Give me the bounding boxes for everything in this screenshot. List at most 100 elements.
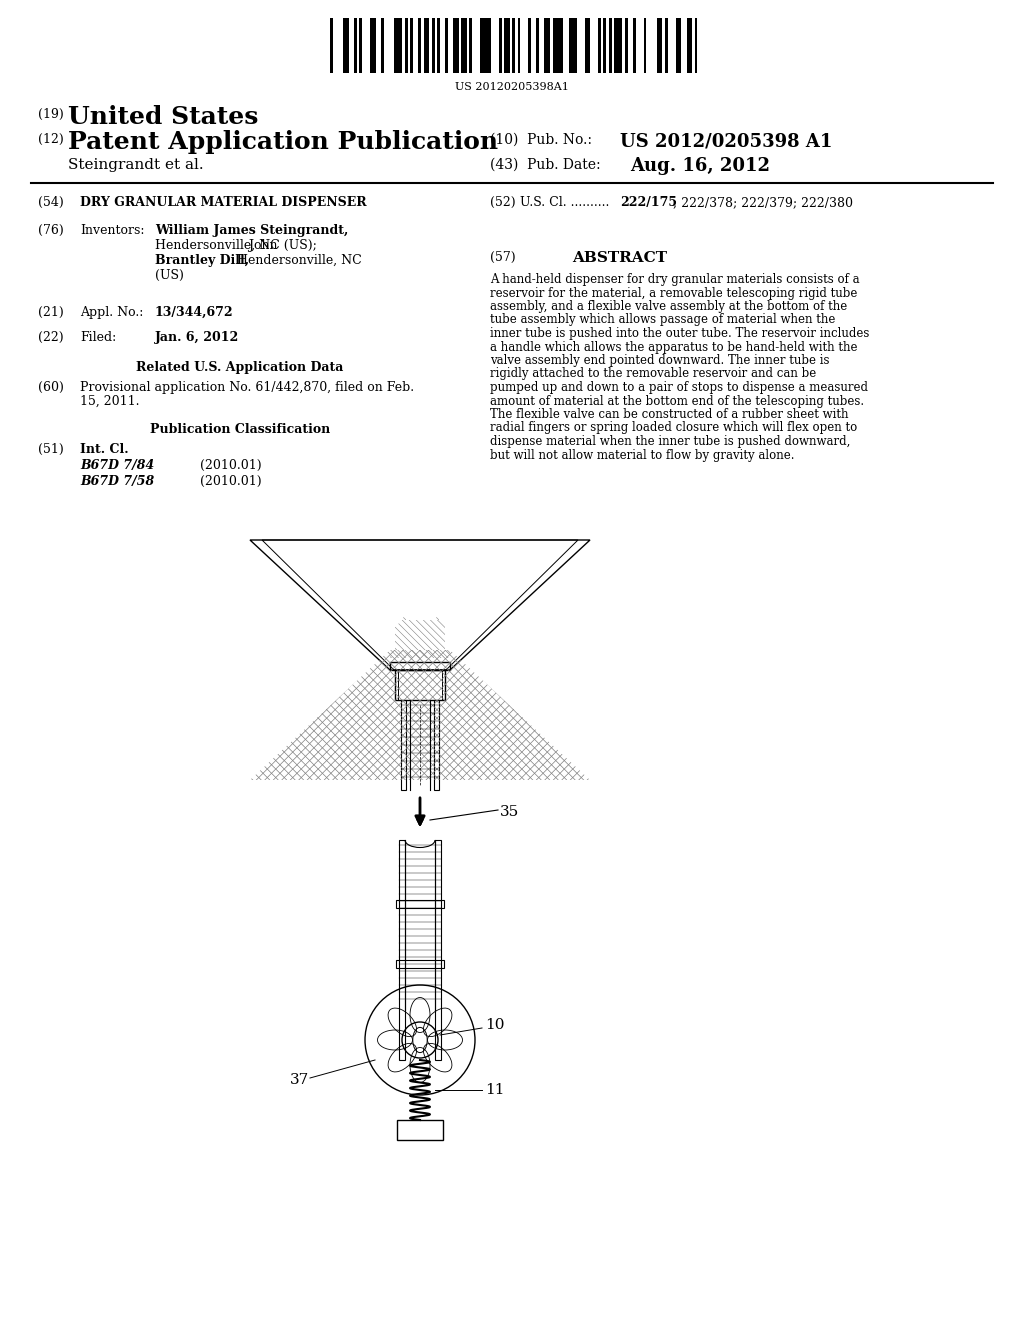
- Text: (19): (19): [38, 108, 63, 121]
- Text: DRY GRANULAR MATERIAL DISPENSER: DRY GRANULAR MATERIAL DISPENSER: [80, 195, 367, 209]
- Text: 15, 2011.: 15, 2011.: [80, 395, 139, 408]
- Bar: [553, 18, 563, 73]
- Bar: [614, 18, 623, 73]
- Text: (12): (12): [38, 133, 63, 147]
- Text: William James Steingrandt,: William James Steingrandt,: [155, 224, 348, 238]
- Text: (54): (54): [38, 195, 63, 209]
- Bar: [406, 18, 408, 73]
- Text: (22): (22): [38, 331, 63, 345]
- Bar: [633, 18, 636, 73]
- Bar: [411, 18, 413, 73]
- Text: United States: United States: [68, 106, 258, 129]
- Text: but will not allow material to flow by gravity alone.: but will not allow material to flow by g…: [490, 449, 795, 462]
- Text: 11: 11: [485, 1082, 505, 1097]
- Bar: [371, 18, 376, 73]
- Bar: [432, 18, 434, 73]
- Text: (57): (57): [490, 251, 516, 264]
- Bar: [694, 18, 697, 73]
- Text: The flexible valve can be constructed of a rubber sheet with: The flexible valve can be constructed of…: [490, 408, 849, 421]
- Bar: [518, 18, 520, 73]
- Bar: [676, 18, 681, 73]
- Bar: [435, 840, 441, 1060]
- Text: valve assembly end pointed downward. The inner tube is: valve assembly end pointed downward. The…: [490, 354, 829, 367]
- Bar: [394, 18, 402, 73]
- Bar: [396, 900, 444, 908]
- Text: Steingrandt et al.: Steingrandt et al.: [68, 158, 204, 172]
- Text: Publication Classification: Publication Classification: [150, 422, 330, 436]
- Text: (10)  Pub. No.:: (10) Pub. No.:: [490, 133, 592, 147]
- Bar: [396, 960, 444, 968]
- Bar: [666, 18, 668, 73]
- Text: (2010.01): (2010.01): [200, 459, 261, 473]
- Bar: [397, 1119, 443, 1140]
- Bar: [469, 18, 472, 73]
- Text: John: John: [245, 239, 278, 252]
- Bar: [480, 18, 490, 73]
- Bar: [354, 18, 356, 73]
- Text: (2010.01): (2010.01): [200, 475, 261, 488]
- Text: (43)  Pub. Date:: (43) Pub. Date:: [490, 158, 601, 172]
- Bar: [401, 700, 406, 789]
- Text: Int. Cl.: Int. Cl.: [80, 444, 129, 455]
- Text: (51): (51): [38, 444, 63, 455]
- Text: ABSTRACT: ABSTRACT: [572, 251, 668, 265]
- Bar: [462, 18, 467, 73]
- Text: 37: 37: [290, 1073, 309, 1086]
- Text: (52): (52): [490, 195, 516, 209]
- Text: pumped up and down to a pair of stops to dispense a measured: pumped up and down to a pair of stops to…: [490, 381, 868, 393]
- Bar: [603, 18, 606, 73]
- Bar: [437, 18, 440, 73]
- Text: Related U.S. Application Data: Related U.S. Application Data: [136, 360, 344, 374]
- Bar: [512, 18, 515, 73]
- Text: amount of material at the bottom end of the telescoping tubes.: amount of material at the bottom end of …: [490, 395, 864, 408]
- Text: a handle which allows the apparatus to be hand-held with the: a handle which allows the apparatus to b…: [490, 341, 857, 354]
- Bar: [687, 18, 692, 73]
- Bar: [445, 18, 447, 73]
- Bar: [585, 18, 590, 73]
- Text: 35: 35: [500, 805, 519, 818]
- Text: Appl. No.:: Appl. No.:: [80, 306, 143, 319]
- Bar: [424, 18, 429, 73]
- Bar: [625, 18, 628, 73]
- Bar: [657, 18, 663, 73]
- Bar: [343, 18, 349, 73]
- Text: Provisional application No. 61/442,870, filed on Feb.: Provisional application No. 61/442,870, …: [80, 381, 414, 393]
- Text: U.S. Cl. ..........: U.S. Cl. ..........: [520, 195, 609, 209]
- Text: (76): (76): [38, 224, 63, 238]
- Text: Inventors:: Inventors:: [80, 224, 144, 238]
- Bar: [609, 18, 611, 73]
- Bar: [537, 18, 539, 73]
- Text: B67D 7/58: B67D 7/58: [80, 475, 155, 488]
- Bar: [454, 18, 459, 73]
- Bar: [359, 18, 362, 73]
- Bar: [381, 18, 384, 73]
- Text: 13/344,672: 13/344,672: [155, 306, 233, 319]
- Bar: [398, 671, 442, 700]
- Text: Patent Application Publication: Patent Application Publication: [68, 129, 498, 154]
- Bar: [568, 18, 577, 73]
- Bar: [528, 18, 531, 73]
- Text: inner tube is pushed into the outer tube. The reservoir includes: inner tube is pushed into the outer tube…: [490, 327, 869, 341]
- Bar: [545, 18, 550, 73]
- Text: dispense material when the inner tube is pushed downward,: dispense material when the inner tube is…: [490, 436, 850, 447]
- Text: Aug. 16, 2012: Aug. 16, 2012: [630, 157, 770, 176]
- Text: tube assembly which allows passage of material when the: tube assembly which allows passage of ma…: [490, 314, 836, 326]
- Bar: [598, 18, 601, 73]
- Text: A hand-held dispenser for dry granular materials consists of a: A hand-held dispenser for dry granular m…: [490, 273, 859, 286]
- Text: B67D 7/84: B67D 7/84: [80, 459, 155, 473]
- Text: US 2012/0205398 A1: US 2012/0205398 A1: [620, 133, 833, 150]
- Text: ; 222/378; 222/379; 222/380: ; 222/378; 222/379; 222/380: [673, 195, 853, 209]
- Text: (21): (21): [38, 306, 63, 319]
- Bar: [499, 18, 502, 73]
- Text: 10: 10: [485, 1018, 505, 1032]
- Text: Hendersonville, NC: Hendersonville, NC: [233, 253, 361, 267]
- Text: reservoir for the material, a removable telescoping rigid tube: reservoir for the material, a removable …: [490, 286, 857, 300]
- Text: Filed:: Filed:: [80, 331, 117, 345]
- Text: Jan. 6, 2012: Jan. 6, 2012: [155, 331, 240, 345]
- Text: Brantley Dill,: Brantley Dill,: [155, 253, 249, 267]
- Bar: [390, 663, 450, 671]
- Text: US 20120205398A1: US 20120205398A1: [455, 82, 569, 92]
- Bar: [644, 18, 646, 73]
- Text: (60): (60): [38, 381, 63, 393]
- Text: radial fingers or spring loaded closure which will flex open to: radial fingers or spring loaded closure …: [490, 421, 857, 434]
